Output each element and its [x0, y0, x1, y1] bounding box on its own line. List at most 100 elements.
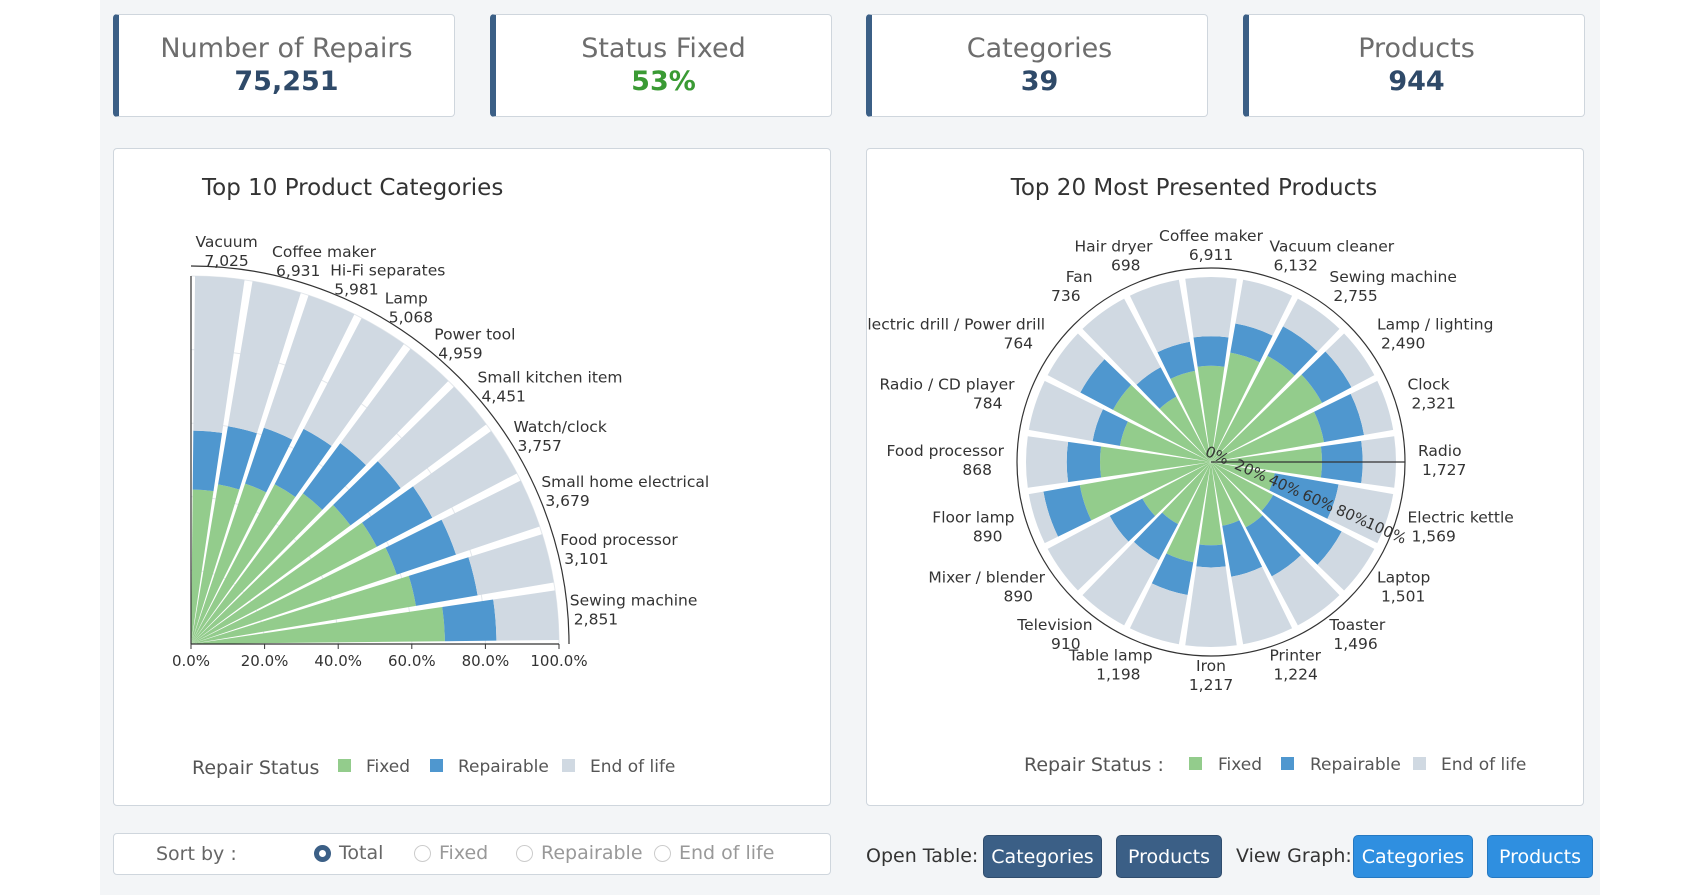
radio-dot[interactable]	[654, 844, 671, 862]
sort-bar: Sort by : Total Fixed Repairable End of …	[113, 833, 831, 875]
bar-segment-end-of-life	[1231, 566, 1293, 645]
bar-segment-end-of-life	[493, 590, 559, 641]
category-total: 4,451	[482, 388, 526, 406]
bar-segment-repairable	[192, 430, 223, 492]
bar-segment-fixed	[1079, 462, 1211, 521]
product-total: 1,496	[1333, 635, 1377, 653]
category-label: Coffee maker	[272, 243, 377, 261]
sort-option-label: Repairable	[541, 842, 643, 864]
bar-segment-end-of-life	[1235, 279, 1293, 336]
bar-segment-repairable	[1193, 336, 1229, 367]
kpi-value: 39	[1020, 66, 1059, 97]
bar-segment-repairable	[1133, 512, 1178, 561]
category-label: Small kitchen item	[478, 369, 623, 387]
product-total: 1,224	[1273, 665, 1317, 683]
bar-segment-end-of-life	[1082, 541, 1159, 626]
radio-dot[interactable]	[314, 844, 331, 862]
bar-segment-repairable	[245, 427, 293, 493]
legend-swatch-fixed	[1189, 757, 1202, 770]
product-total: 2,321	[1411, 395, 1455, 413]
product-label: Fan	[1066, 268, 1093, 286]
bar-segment-repairable	[385, 519, 457, 575]
bar-segment-repairable	[1301, 351, 1352, 403]
category-label: Vacuum	[196, 233, 258, 251]
bar-segment-repairable	[1043, 485, 1092, 537]
bar-segment-end-of-life	[413, 430, 518, 518]
legend-title: Repair Status :	[1024, 754, 1164, 776]
kpi-card-status-fixed: Status Fixed 53%	[490, 14, 832, 117]
category-label: Food processor	[560, 531, 678, 549]
bar-segment-end-of-life	[1129, 279, 1190, 353]
product-total: 1,501	[1381, 587, 1425, 605]
sort-option-total[interactable]: Total	[314, 842, 383, 864]
bar-segment-fixed	[191, 505, 351, 644]
legend-item-repairable: Repairable	[458, 757, 549, 777]
category-label: Power tool	[434, 325, 515, 343]
bar-segment-end-of-life	[227, 281, 301, 434]
radio-dot[interactable]	[516, 844, 533, 862]
bar-segment-repairable	[1222, 520, 1263, 577]
bar-segment-end-of-life	[1317, 531, 1375, 591]
bar-segment-fixed	[191, 489, 214, 644]
chart-title: Top 20 Most Presented Products	[1010, 175, 1378, 201]
sort-option-fixed[interactable]: Fixed	[414, 842, 488, 864]
bar-segment-fixed	[1162, 462, 1211, 525]
open-table-products-button[interactable]: Products	[1116, 835, 1222, 878]
bar-segment-end-of-life	[1129, 583, 1188, 645]
category-label: Small home electrical	[541, 473, 709, 491]
legend-item-end-of-life: End of life	[590, 757, 675, 777]
bar-segment-fixed	[1166, 462, 1211, 563]
radio-dot[interactable]	[414, 844, 431, 862]
bar-segment-end-of-life	[441, 480, 540, 555]
category-total: 3,757	[518, 437, 562, 455]
product-label: Electric drill / Power drill	[867, 316, 1045, 334]
category-total: 5,981	[334, 281, 378, 299]
bar-segment-repairable	[218, 426, 257, 490]
product-label: Printer	[1269, 646, 1321, 664]
legend-swatch-fixed	[338, 759, 351, 772]
open-table-categories-button[interactable]: Categories	[983, 835, 1102, 878]
view-graph-categories-button[interactable]: Categories	[1353, 835, 1473, 878]
bar-segment-repairable	[1092, 409, 1128, 446]
product-label: Floor lamp	[932, 508, 1014, 526]
product-total: 736	[1051, 287, 1081, 305]
bar-segment-repairable	[1080, 359, 1132, 410]
bar-segment-repairable	[1267, 326, 1318, 376]
bar-segment-fixed	[1211, 374, 1323, 462]
bar-segment-end-of-life	[303, 317, 405, 446]
sort-option-end-of-life[interactable]: End of life	[654, 842, 774, 864]
outer-arc	[190, 265, 570, 645]
view-graph-products-button[interactable]: Products	[1487, 835, 1593, 878]
kpi-label: Number of Repairs	[160, 33, 413, 64]
bar-segment-end-of-life	[1047, 515, 1129, 591]
product-total: 698	[1111, 257, 1141, 275]
legend-title: Repair Status	[192, 757, 319, 779]
product-total: 6,132	[1273, 257, 1317, 275]
kpi-value: 75,251	[234, 66, 339, 97]
legend-item-fixed: Fixed	[1218, 755, 1262, 775]
bar-segment-fixed	[1211, 462, 1263, 528]
product-label: Radio	[1418, 442, 1462, 460]
bar-segment-repairable	[1109, 498, 1156, 542]
sort-option-repairable[interactable]: Repairable	[516, 842, 643, 864]
bar-segment-fixed	[191, 547, 397, 644]
product-label: Radio / CD player	[879, 376, 1015, 394]
bar-segment-fixed	[1211, 462, 1274, 511]
view-graph-label: View Graph:	[1236, 845, 1352, 867]
sort-option-label: End of life	[679, 842, 775, 864]
bar-segment-fixed	[1100, 446, 1211, 478]
bar-segment-end-of-life	[1283, 298, 1340, 352]
category-total: 2,851	[574, 610, 618, 628]
bar-segment-fixed	[191, 484, 240, 644]
sort-label: Sort by :	[156, 843, 237, 865]
product-total: 890	[1003, 587, 1033, 605]
bar-segment-repairable	[362, 486, 433, 547]
category-total: 6,931	[276, 262, 320, 280]
product-label: Food processor	[886, 442, 1004, 460]
open-table-label: Open Table:	[866, 845, 979, 867]
radial-tick-label: 20.0%	[241, 652, 289, 670]
product-total: 2,490	[1381, 335, 1425, 353]
product-total: 2,755	[1333, 287, 1377, 305]
bar-segment-end-of-life	[1047, 333, 1105, 393]
